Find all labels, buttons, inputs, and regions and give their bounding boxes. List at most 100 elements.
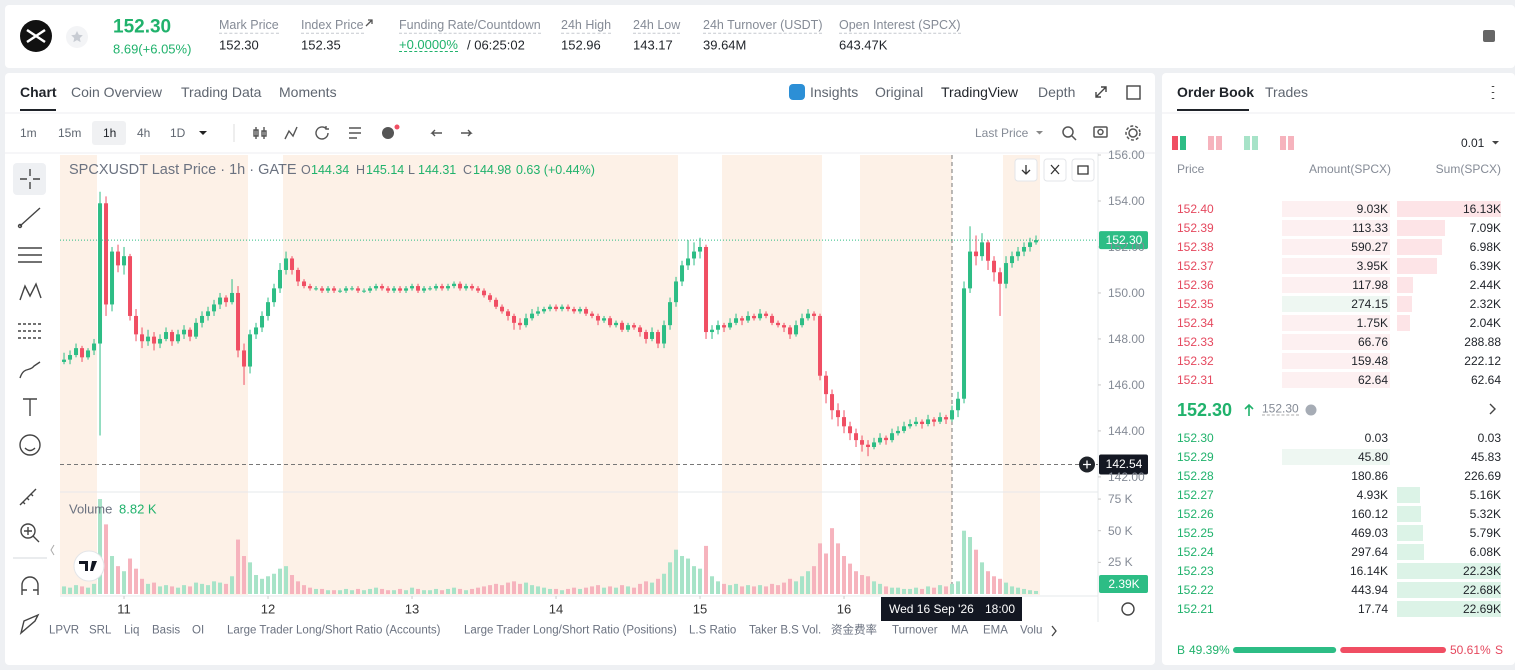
candle-body (842, 417, 847, 427)
layout-toggle[interactable] (1244, 136, 1250, 150)
candle-body (584, 309, 589, 314)
drawing-tools[interactable] (13, 163, 47, 635)
view-option[interactable]: Original (875, 84, 924, 100)
ask-sum: 2.04K (1469, 316, 1501, 330)
indicator[interactable]: Large Trader Long/Short Ratio (Positions… (464, 624, 677, 637)
volume-bar (608, 586, 613, 594)
volume-bar (488, 585, 493, 594)
indicator[interactable]: LPVR (49, 624, 80, 637)
chart-tools[interactable] (1062, 125, 1141, 141)
bid-price: 152.23 (1177, 564, 1214, 578)
layout-toggle[interactable] (1172, 136, 1178, 150)
tab[interactable]: Moments (279, 84, 337, 100)
view-option[interactable]: Insights (810, 84, 859, 100)
volume-bar (680, 556, 685, 594)
crosshair-date: Wed 16 Sep '26 (889, 602, 974, 616)
tab[interactable]: Trading Data (181, 84, 262, 100)
interval[interactable]: 15m (58, 126, 82, 140)
ask-amount: 159.48 (1351, 354, 1388, 368)
expand-button[interactable] (1095, 86, 1107, 98)
view-option[interactable]: Depth (1038, 84, 1076, 100)
settings-button[interactable] (1121, 602, 1135, 616)
indicator[interactable]: EMA (983, 624, 1008, 637)
collapse-toolbar[interactable] (50, 544, 55, 556)
volume-bar (794, 581, 799, 594)
sum-depth-bar (1397, 601, 1501, 617)
volume-bar (890, 587, 895, 594)
indicator[interactable]: 资金费率 (831, 624, 877, 637)
interval-dropdown[interactable] (199, 131, 207, 135)
candle-body (944, 417, 949, 420)
ohlc-key: O (301, 162, 311, 177)
notes-button[interactable] (1483, 30, 1495, 42)
candle-body (1004, 263, 1009, 284)
bid-amount: 16.14K (1349, 564, 1388, 578)
volume-bar (128, 558, 133, 594)
chart-control[interactable] (1071, 158, 1095, 182)
volume-bar (710, 576, 715, 594)
volume-bar (536, 586, 541, 594)
indicator[interactable]: L.S Ratio (689, 624, 737, 637)
tab[interactable]: Coin Overview (71, 84, 163, 100)
precision[interactable]: 0.01 (1461, 136, 1485, 150)
tab[interactable]: Chart (20, 84, 57, 100)
ohlc-value: 144.31 (418, 162, 457, 177)
session-band (140, 155, 248, 595)
volume-bar (362, 590, 367, 594)
window-button[interactable] (1126, 85, 1141, 100)
bid-amount: 443.94 (1351, 583, 1388, 597)
indicator[interactable]: Volume (1020, 625, 1042, 637)
price-source[interactable]: Last Price (975, 126, 1029, 140)
ask-sum: 16.13K (1462, 202, 1501, 216)
layout-toggle[interactable] (1208, 136, 1214, 150)
interval[interactable]: 1m (20, 126, 37, 140)
indicator[interactable]: Large Trader Long/Short Ratio (Accounts) (227, 624, 441, 637)
volume-bar (182, 585, 187, 594)
volume-bar (188, 586, 193, 594)
book-tab[interactable]: Trades (1265, 84, 1309, 100)
amount-depth-bar (1282, 334, 1390, 350)
indicator[interactable]: Taker B.S Vol. (749, 624, 822, 637)
x-tick-label: 14 (548, 601, 564, 617)
indicator[interactable]: MA (951, 624, 969, 637)
volume-bar (506, 582, 511, 594)
volume-bar (788, 578, 793, 594)
candle-body (596, 315, 601, 321)
volume-tag-label: 2.39K (1108, 576, 1140, 591)
volume-bar (740, 586, 745, 594)
stat-value: 152.96 (561, 37, 601, 53)
volume-bar (746, 585, 751, 594)
interval[interactable]: 1h (103, 126, 117, 140)
candle-body (728, 322, 733, 328)
indicator[interactable]: SRL (89, 624, 112, 637)
indicator[interactable]: Basis (152, 624, 181, 637)
sum-depth-bar (1397, 544, 1424, 560)
amount-depth-bar (1282, 201, 1390, 217)
candle-body (542, 309, 547, 312)
indicator[interactable]: OI (192, 624, 205, 637)
interval[interactable]: 1D (170, 126, 186, 140)
ask-amount: 9.03K (1356, 202, 1388, 216)
volume-bar (284, 566, 289, 594)
indicator[interactable]: Liq (124, 624, 140, 637)
volume-bar (926, 586, 931, 594)
candle-body (1034, 240, 1039, 243)
volume-bar (200, 583, 205, 594)
candle-body (980, 242, 985, 257)
view-option[interactable]: TradingView (941, 84, 1019, 100)
candle-body (758, 313, 763, 319)
price-source-dropdown[interactable] (1036, 131, 1043, 135)
indicator[interactable]: Turnover (892, 624, 938, 637)
interval[interactable]: 4h (137, 126, 151, 140)
candle-body (734, 318, 739, 323)
book-tab[interactable]: Order Book (1177, 84, 1255, 100)
column-header: Sum(SPCX) (1435, 162, 1501, 176)
toolbar-icons[interactable] (253, 124, 473, 140)
session-band (722, 155, 822, 595)
candle-body (818, 315, 823, 376)
layout-toggle[interactable] (1280, 136, 1286, 150)
amount-depth-bar (1282, 220, 1390, 236)
volume-bar (344, 588, 349, 594)
bid-price: 152.26 (1177, 507, 1214, 521)
volume-bar (80, 586, 85, 594)
